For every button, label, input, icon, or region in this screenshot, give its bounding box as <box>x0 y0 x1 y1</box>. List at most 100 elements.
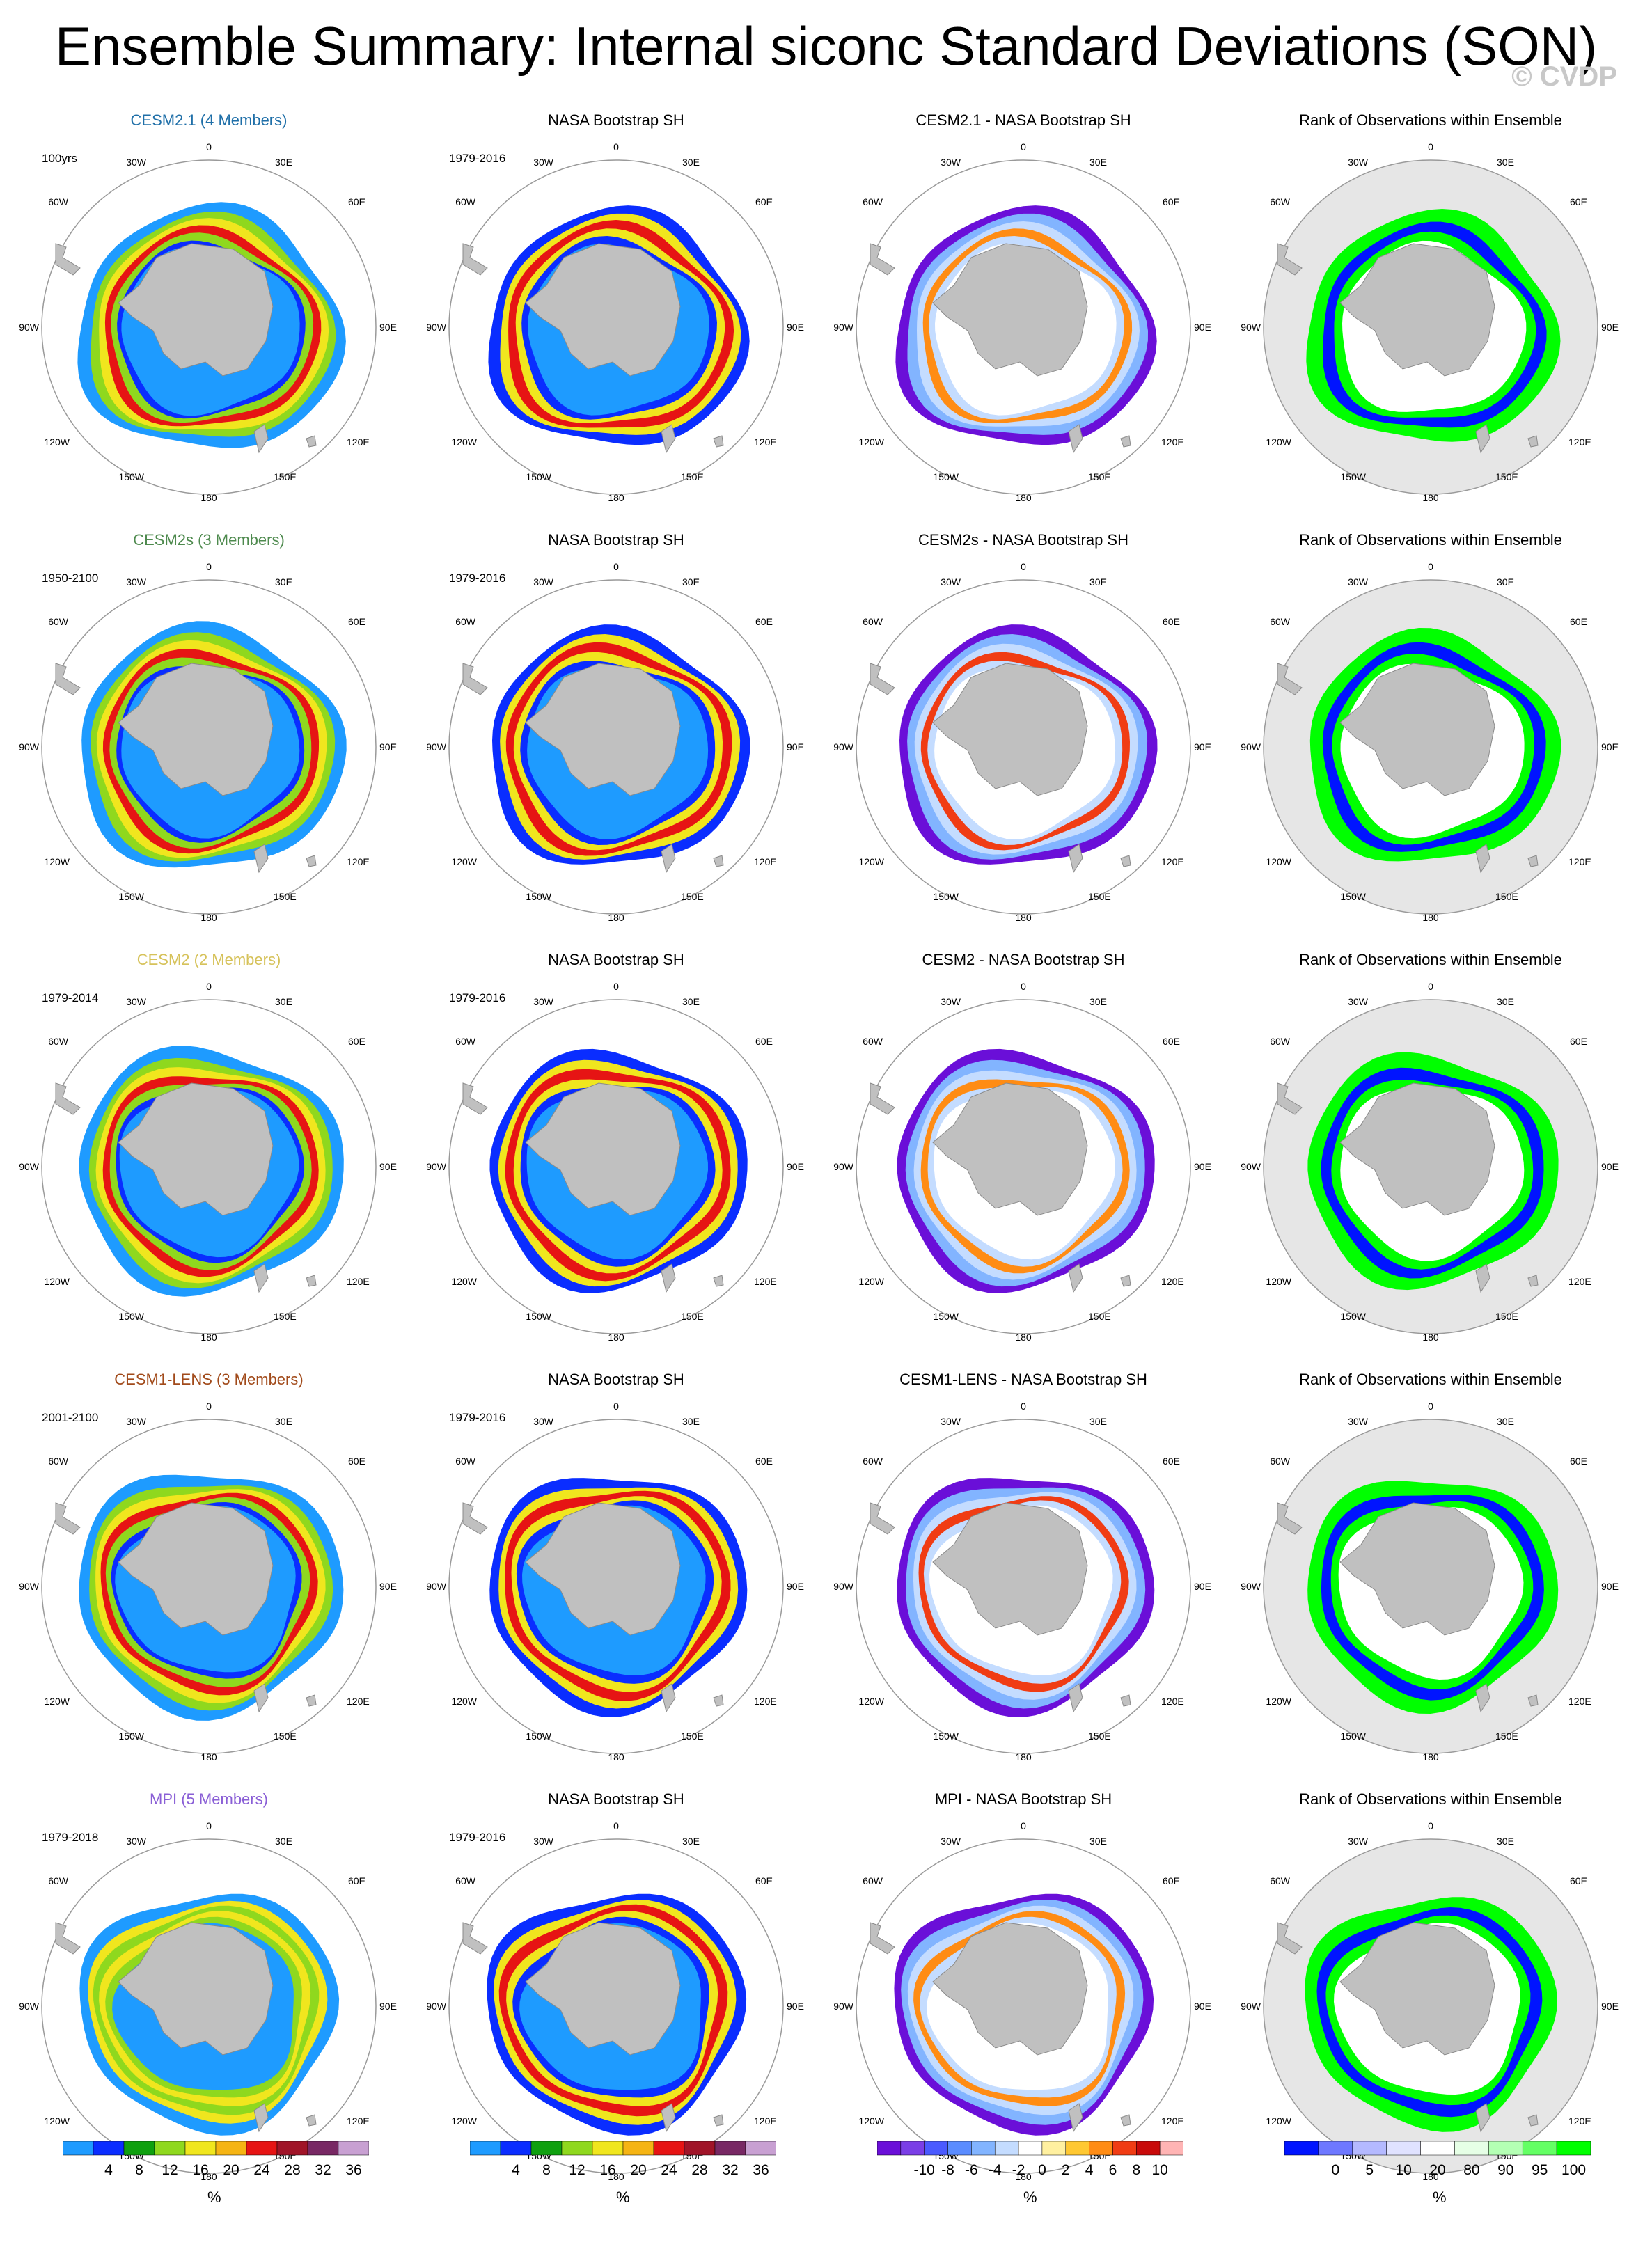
antarctica-landmass <box>1339 243 1495 377</box>
antarctica-landmass <box>118 663 274 796</box>
panel-title: Rank of Observations within Ensemble <box>1299 531 1562 549</box>
tasmania-landmass <box>1527 1694 1539 1707</box>
longitude-label-sw2: 120W <box>451 436 477 448</box>
new-zealand-landmass <box>253 1263 269 1293</box>
longitude-label-sw1: 150W <box>526 471 551 482</box>
longitude-label-n: 0 <box>613 1820 619 1831</box>
new-zealand-landmass <box>1068 2103 1083 2133</box>
antarctica-landmass <box>118 1502 274 1636</box>
south-america-landmass <box>462 663 488 695</box>
colorbar-tick-label: 16 <box>599 2162 615 2178</box>
longitude-label-w: 90W <box>426 322 447 333</box>
longitude-label-e: 90E <box>1601 1161 1619 1172</box>
longitude-label-ne1: 30E <box>1089 1836 1107 1847</box>
longitude-label-w: 90W <box>1241 741 1261 752</box>
longitude-label-nw2: 30W <box>126 1416 147 1427</box>
panel-title: CESM2s - NASA Bootstrap SH <box>918 531 1128 549</box>
longitude-label-se2: 150E <box>1088 1311 1111 1322</box>
longitude-label-w: 90W <box>1241 1581 1261 1592</box>
longitude-label-se1: 120E <box>1568 856 1591 867</box>
longitude-label-sw2: 120W <box>858 436 884 448</box>
longitude-label-sw2: 120W <box>858 1276 884 1287</box>
longitude-label-e: 90E <box>787 322 804 333</box>
tasmania-landmass <box>306 1275 317 1287</box>
longitude-label-nw1: 60W <box>48 196 69 207</box>
longitude-label-s: 180 <box>1015 912 1032 923</box>
longitude-label-e: 90E <box>787 1161 804 1172</box>
longitude-label-se1: 120E <box>347 856 370 867</box>
panel-title: NASA Bootstrap SH <box>548 111 684 129</box>
tasmania-landmass <box>306 435 317 448</box>
longitude-label-sw2: 120W <box>44 1696 70 1707</box>
colorbar-swatch <box>1159 2140 1184 2156</box>
longitude-label-nw1: 60W <box>863 196 883 207</box>
longitude-label-ne2: 60E <box>1163 616 1180 627</box>
period-label: 1979-2016 <box>449 991 506 1004</box>
longitude-label-ne1: 30E <box>275 576 292 588</box>
longitude-label-sw2: 120W <box>44 2115 70 2127</box>
longitude-label-sw2: 120W <box>451 1696 477 1707</box>
new-zealand-landmass <box>661 2103 676 2133</box>
longitude-label-ne2: 60E <box>755 1456 773 1467</box>
tasmania-landmass <box>1527 855 1539 867</box>
colorbar-tick-label: 5 <box>1365 2162 1374 2178</box>
new-zealand-landmass <box>253 424 269 454</box>
longitude-label-n: 0 <box>1428 141 1433 152</box>
new-zealand-landmass <box>1475 844 1490 874</box>
panel-title: CESM2.1 - NASA Bootstrap SH <box>915 111 1131 129</box>
panel-model-4: CESM1-LENS (3 Members) 0 30W 30E 60W 60E 90W 90… <box>14 1371 404 1788</box>
longitude-label-se2: 150E <box>1495 891 1518 902</box>
antarctica-landmass <box>932 243 1088 377</box>
colorbar-tick-label: -8 <box>941 2162 954 2178</box>
longitude-label-nw1: 60W <box>863 1456 883 1467</box>
longitude-label-e: 90E <box>1194 322 1211 333</box>
south-america-landmass <box>870 243 895 276</box>
new-zealand-landmass <box>1475 2103 1490 2133</box>
longitude-label-se2: 150E <box>274 891 297 902</box>
longitude-label-s: 180 <box>1422 1332 1439 1343</box>
colorbar-tick-label: 2 <box>1062 2162 1070 2178</box>
longitude-label-n: 0 <box>206 1401 212 1412</box>
new-zealand-landmass <box>1068 1263 1083 1293</box>
longitude-label-w: 90W <box>833 1161 854 1172</box>
longitude-label-se1: 120E <box>1161 1276 1184 1287</box>
longitude-label-se2: 150E <box>274 471 297 482</box>
colorbar-swatch <box>1420 2140 1455 2156</box>
south-america-landmass <box>55 1922 81 1955</box>
longitude-label-e: 90E <box>1194 1161 1211 1172</box>
longitude-label-w: 90W <box>426 741 447 752</box>
new-zealand-landmass <box>661 424 676 454</box>
longitude-label-ne1: 30E <box>275 157 292 168</box>
longitude-label-se1: 120E <box>1161 1696 1184 1707</box>
colorbar-std-obs: 4 8 12 16 20 24 28 32 36 <box>469 2140 777 2218</box>
tasmania-landmass <box>1527 1275 1539 1287</box>
longitude-label-se1: 120E <box>754 2115 777 2127</box>
longitude-label-n: 0 <box>1021 981 1026 992</box>
longitude-label-ne2: 60E <box>1570 1875 1587 1886</box>
longitude-label-ne1: 30E <box>1089 996 1107 1007</box>
tasmania-landmass <box>1120 1275 1131 1287</box>
longitude-label-se1: 120E <box>347 436 370 448</box>
longitude-label-n: 0 <box>1021 1820 1026 1831</box>
longitude-label-sw1: 150W <box>118 1311 144 1322</box>
colorbar-swatch <box>1112 2140 1137 2156</box>
colorbar-tick-label: 20 <box>630 2162 646 2178</box>
south-america-landmass <box>55 1502 81 1535</box>
colorbar-tick-label: 0 <box>1331 2162 1339 2178</box>
longitude-label-s: 180 <box>608 492 624 503</box>
south-america-landmass <box>870 663 895 695</box>
longitude-label-ne1: 30E <box>1089 1416 1107 1427</box>
antarctica-landmass <box>1339 1082 1495 1216</box>
longitude-label-se2: 150E <box>1495 1311 1518 1322</box>
longitude-label-n: 0 <box>206 141 212 152</box>
colorbar-tick-label: -10 <box>914 2162 935 2178</box>
panel-title: Rank of Observations within Ensemble <box>1299 951 1562 968</box>
longitude-label-sw2: 120W <box>451 856 477 867</box>
period-label: 1950-2100 <box>42 571 99 585</box>
longitude-label-sw1: 150W <box>526 1730 551 1742</box>
colorbar-swatch <box>276 2140 308 2156</box>
